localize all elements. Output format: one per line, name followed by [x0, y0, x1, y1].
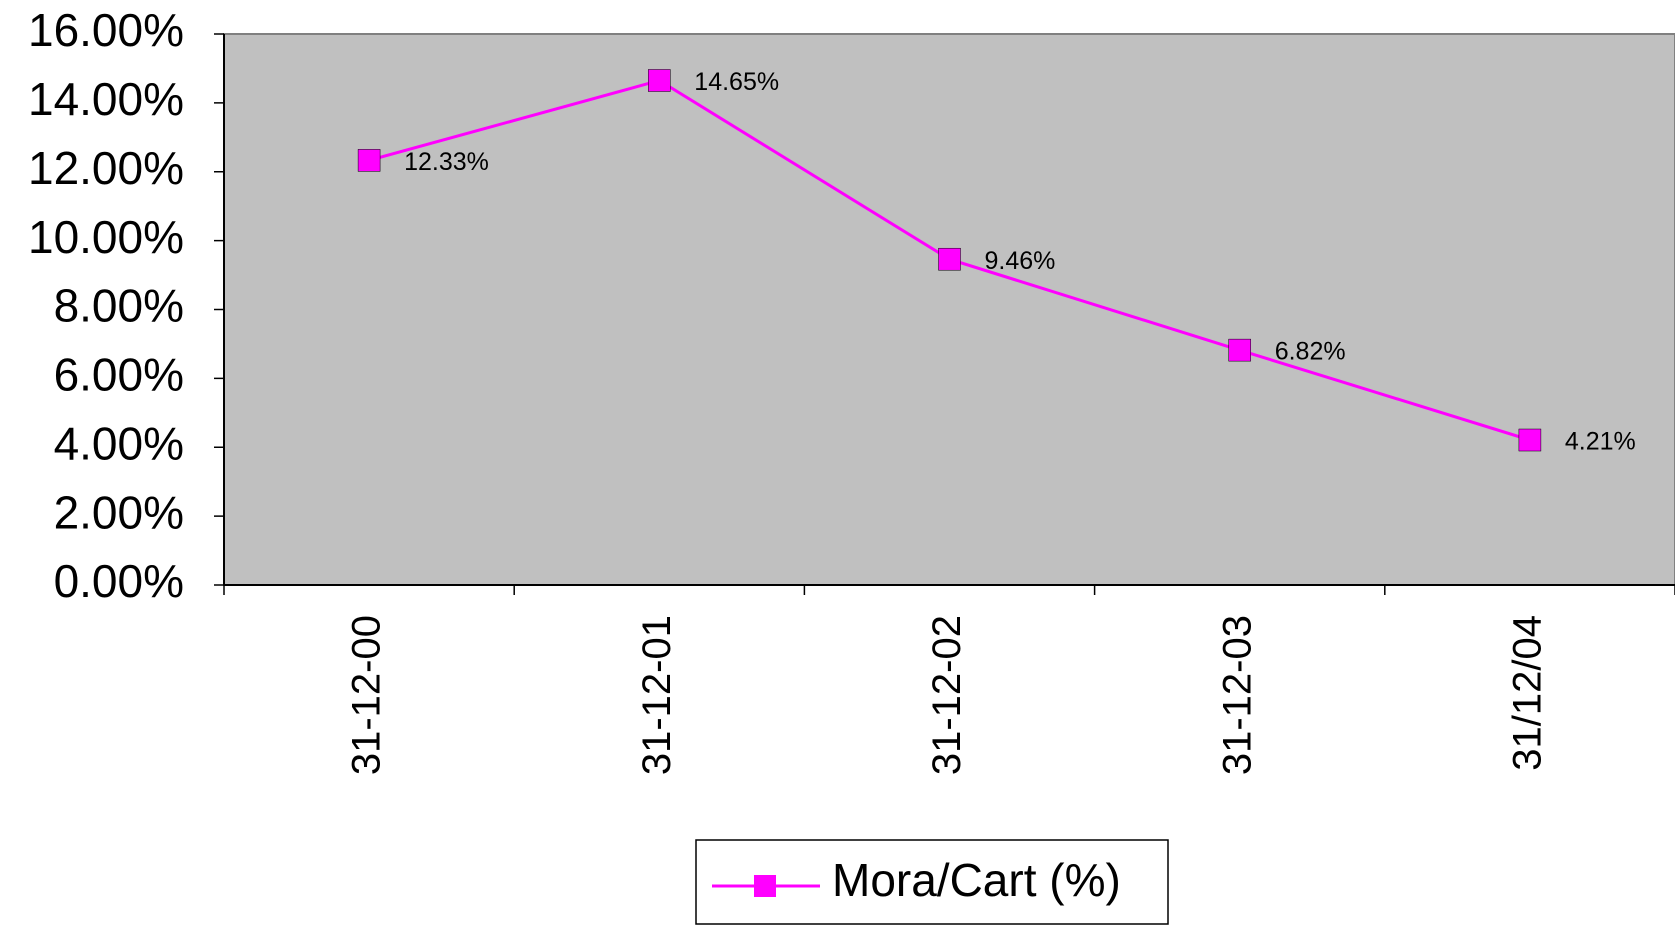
y-tick-label: 10.00% — [28, 211, 184, 263]
y-tick-label: 2.00% — [54, 486, 184, 538]
legend-label: Mora/Cart (%) — [832, 854, 1121, 906]
plot-area — [223, 33, 1675, 586]
y-tick-label: 0.00% — [54, 555, 184, 607]
y-tick-label: 8.00% — [54, 280, 184, 332]
x-tick-label: 31/12/04 — [1505, 615, 1549, 771]
y-tick-label: 4.00% — [54, 417, 184, 469]
data-marker — [648, 69, 671, 92]
x-tick-label: 31-12-00 — [345, 615, 389, 775]
x-tick-label: 31-12-01 — [635, 615, 679, 775]
data-marker — [1518, 428, 1542, 452]
y-tick-label: 14.00% — [28, 73, 184, 125]
data-label: 9.46% — [985, 247, 1056, 275]
y-tick-label: 6.00% — [54, 349, 184, 401]
data-label: 14.65% — [694, 68, 779, 96]
data-label: 12.33% — [404, 148, 489, 176]
data-marker — [1228, 338, 1251, 362]
x-tick-label: 31-12-02 — [925, 615, 969, 775]
y-tick-label: 16.00% — [28, 4, 184, 56]
data-marker — [938, 247, 961, 271]
data-label: 4.21% — [1565, 428, 1636, 456]
data-label: 6.82% — [1275, 338, 1346, 366]
data-marker — [357, 149, 381, 172]
x-tick-label: 31-12-03 — [1215, 615, 1259, 775]
y-tick-label: 12.00% — [28, 142, 184, 194]
legend-marker — [754, 875, 776, 897]
